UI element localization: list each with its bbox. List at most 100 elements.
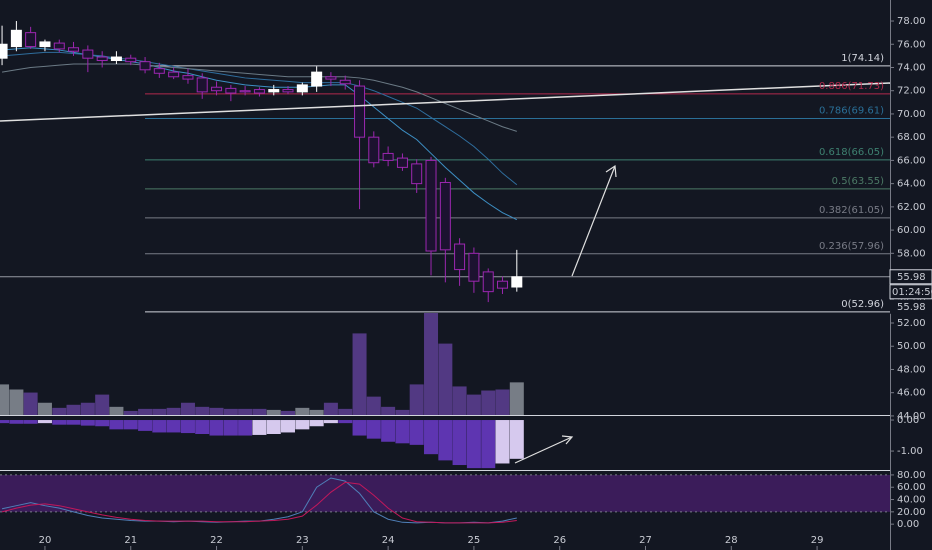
volume-bar xyxy=(281,410,296,415)
y-tick-label: 76.00 xyxy=(897,39,926,50)
volume-bar xyxy=(323,402,338,415)
candle-body xyxy=(354,85,366,138)
candle-body xyxy=(196,77,208,93)
fib-label: 0(52.96) xyxy=(841,299,884,310)
volume-bar xyxy=(495,389,510,415)
volume-bar xyxy=(66,404,81,415)
macd-bar xyxy=(438,420,453,461)
x-tick-label: 21 xyxy=(124,535,137,546)
macd-bar xyxy=(238,420,253,436)
candle-body xyxy=(10,29,22,48)
candle-body xyxy=(110,56,122,62)
volume-bar xyxy=(266,409,281,415)
macd-bar xyxy=(323,420,338,424)
candle-body xyxy=(468,252,480,282)
x-tick-label: 26 xyxy=(553,535,566,546)
macd-bar xyxy=(80,420,95,426)
macd-bar xyxy=(409,420,424,445)
volume-bar xyxy=(452,386,467,415)
candle-body xyxy=(125,57,137,63)
fib-label: 0.886(71.73) xyxy=(819,81,884,92)
y-tick-label: 48.00 xyxy=(897,364,926,375)
y-tick-label: 66.00 xyxy=(897,155,926,166)
x-tick-label: 28 xyxy=(725,535,738,546)
candle-body xyxy=(239,90,251,93)
fib-label: 0.618(66.05) xyxy=(819,147,884,158)
y-tick-label: 60.00 xyxy=(897,225,926,236)
volume-bar xyxy=(295,407,310,415)
macd-bar xyxy=(109,420,124,430)
y-tick-label: 78.00 xyxy=(897,16,926,27)
candle-body xyxy=(139,61,151,71)
volume-bar xyxy=(52,407,67,415)
volume-bar xyxy=(9,389,24,415)
macd-bar xyxy=(281,420,296,433)
macd-bar xyxy=(309,420,324,427)
volume-bar xyxy=(37,402,52,415)
y-tick-label: 74.00 xyxy=(897,62,926,73)
candle-body xyxy=(482,271,494,293)
macd-bar xyxy=(338,420,353,424)
candle-body xyxy=(511,276,523,288)
y-tick-label: 44.00 xyxy=(897,411,926,422)
candle-body xyxy=(425,159,437,252)
y-tick-label: 58.00 xyxy=(897,248,926,259)
fib-label: 1(74.14) xyxy=(841,53,884,64)
y-tick-label: 40.00 xyxy=(897,495,926,506)
macd-bar xyxy=(195,420,210,434)
volume-bar xyxy=(95,394,110,415)
countdown-label: 01:24:50 xyxy=(892,287,932,298)
candle-body xyxy=(225,87,237,94)
oscillator-band xyxy=(0,474,890,512)
volume-bar xyxy=(466,394,481,415)
y-tick-label: 70.00 xyxy=(897,109,926,120)
volume-bar xyxy=(438,343,453,415)
fib-label: 0.786(69.61) xyxy=(819,105,884,116)
arrow xyxy=(571,165,616,277)
candle-body xyxy=(25,32,37,48)
candle-body xyxy=(382,152,394,161)
volume-bar xyxy=(238,408,253,415)
fib-label: 0.382(61.05) xyxy=(819,205,884,216)
macd-bar xyxy=(138,420,153,431)
macd-bar xyxy=(223,420,238,436)
y-tick-label: 80.00 xyxy=(897,470,926,481)
macd-bar xyxy=(381,420,396,442)
macd-bar xyxy=(481,420,496,469)
volume-bar xyxy=(509,382,524,415)
candle-body xyxy=(296,84,308,93)
candle-body xyxy=(339,79,351,85)
candle-body xyxy=(454,243,466,271)
volume-bar xyxy=(223,408,238,415)
y-tick-label: 50.00 xyxy=(897,341,926,352)
volume-bar xyxy=(195,406,210,415)
candle-body xyxy=(268,89,280,93)
macd-bar xyxy=(9,420,24,424)
y-tick-label: 0.00 xyxy=(897,415,919,426)
arrow xyxy=(514,436,573,464)
volume-bar xyxy=(252,408,267,415)
macd-bar xyxy=(152,420,167,433)
volume-bar xyxy=(180,402,195,415)
macd-bar xyxy=(52,420,67,425)
volume-bar xyxy=(381,406,396,415)
candle-body xyxy=(0,43,8,59)
x-tick-label: 27 xyxy=(639,535,652,546)
macd-bar xyxy=(366,420,381,439)
price-tag-label: 55.98 xyxy=(897,302,926,313)
macd-bar xyxy=(180,420,195,434)
fib-label: 0.5(63.55) xyxy=(832,176,884,187)
volume-bar xyxy=(424,313,439,415)
y-tick-label: 62.00 xyxy=(897,202,926,213)
macd-bar xyxy=(209,420,224,436)
macd-bar xyxy=(37,420,52,424)
macd-bar xyxy=(395,420,410,444)
macd-bar xyxy=(166,420,181,433)
y-tick-label: 68.00 xyxy=(897,132,926,143)
y-tick-label: 0.00 xyxy=(897,519,919,530)
arrow-head xyxy=(561,435,574,445)
candle-body xyxy=(311,71,323,87)
arrow-head xyxy=(605,164,617,178)
volume-bar xyxy=(80,402,95,415)
candle-body xyxy=(82,49,94,59)
